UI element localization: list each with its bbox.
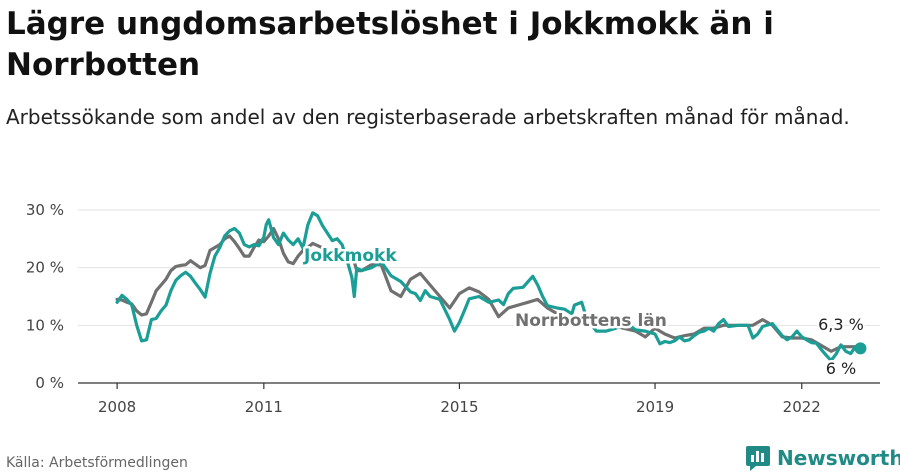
chart-title: Lägre ungdomsarbetslöshet i Jokkmokk än … <box>6 6 774 83</box>
axis-layer: 0 % 10 % 20 % 30 % 2008 2011 2015 2019 2022 <box>26 201 880 416</box>
end-value-jokkmokk: 6 % <box>826 359 856 378</box>
series-line-norrbotten <box>115 226 862 353</box>
chart-subtitle: Arbetssökande som andel av den registerb… <box>6 105 850 129</box>
x-tick-label: 2022 <box>783 398 821 416</box>
series-label-jokkmokk: Jokkmokk <box>303 246 397 266</box>
x-tick-label: 2008 <box>98 398 136 416</box>
series-label-norrbotten: Norrbottens län <box>515 311 667 331</box>
brand-logo: Newsworthy <box>745 444 900 472</box>
source-note: Källa: Arbetsförmedlingen <box>6 455 188 471</box>
series-line-jokkmokk <box>115 211 862 363</box>
end-value-norrbotten-halo: 6,3 % <box>818 315 864 334</box>
series-layer <box>115 211 867 363</box>
newsworthy-logo-icon <box>746 446 770 471</box>
y-tick-label: 20 % <box>26 259 64 277</box>
end-value-norrbotten: 6,3 % <box>818 315 864 334</box>
end-value-jokkmokk-halo: 6 % <box>826 359 856 378</box>
x-tick-label: 2011 <box>245 398 283 416</box>
y-tick-label: 10 % <box>26 316 64 334</box>
y-tick-label: 0 % <box>35 374 64 392</box>
y-tick-label: 30 % <box>26 201 64 219</box>
series-label-jokkmokk-halo: Jokkmokk <box>303 246 397 266</box>
x-tick-label: 2015 <box>440 398 478 416</box>
series-label-norrbotten-halo: Norrbottens län <box>515 311 667 331</box>
x-tick-label: 2019 <box>636 398 674 416</box>
series-end-marker-jokkmokk <box>854 342 867 355</box>
brand-name: Newsworthy <box>777 446 900 470</box>
